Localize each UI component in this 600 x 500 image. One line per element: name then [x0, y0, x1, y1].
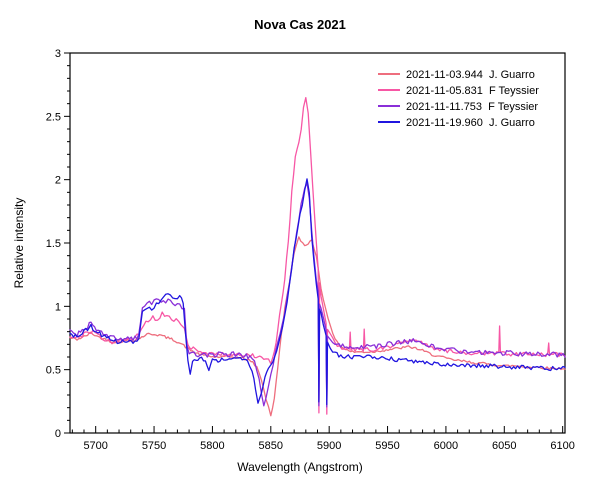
x-tick-label: 5850	[259, 440, 283, 452]
y-axis-label: Relative intensity	[12, 198, 26, 289]
x-tick-label: 6050	[492, 440, 516, 452]
legend-item: 2021-11-05.831 F Teyssier	[378, 85, 539, 97]
x-tick-label: 5900	[317, 440, 341, 452]
y-tick-label: 1	[55, 301, 61, 313]
legend: 2021-11-03.944 J. Guarro 2021-11-05.831 F…	[378, 69, 539, 129]
legend-item: 2021-11-19.960 J. Guarro	[378, 117, 535, 129]
legend-item: 2021-11-11.753 F Teyssier	[378, 101, 538, 113]
y-tick-label: 2	[55, 175, 61, 187]
spectrum-line	[69, 182, 566, 408]
x-tick-label: 5800	[200, 440, 224, 452]
chart-title: Nova Cas 2021	[254, 17, 346, 32]
y-tick-label: 0	[55, 428, 61, 440]
x-tick-label: 6100	[550, 440, 574, 452]
legend-label: 2021-11-11.753 F Teyssier	[406, 101, 538, 113]
legend-label: 2021-11-19.960 J. Guarro	[406, 117, 535, 129]
legend-label: 2021-11-03.944 J. Guarro	[406, 69, 535, 81]
spectra-lines	[69, 96, 566, 417]
x-tick-label: 5700	[83, 440, 107, 452]
x-tick-label: 5750	[142, 440, 166, 452]
spectrum-line	[69, 178, 566, 406]
x-tick-label: 6000	[434, 440, 458, 452]
y-tick-label: 1.5	[46, 238, 61, 250]
axes: 5700 5750 5800 5850 5900 5950 6000 6050 6100 0 0.5…	[46, 48, 575, 452]
legend-item: 2021-11-03.944 J. Guarro	[378, 69, 535, 81]
y-tick-label: 3	[55, 48, 61, 60]
y-tick-label: 2.5	[46, 111, 61, 123]
x-tick-label: 5950	[375, 440, 399, 452]
x-axis-label: Wavelength (Angstrom)	[237, 460, 363, 474]
legend-label: 2021-11-05.831 F Teyssier	[406, 85, 539, 97]
spectrum-line	[69, 96, 566, 415]
y-tick-label: 0.5	[46, 365, 61, 377]
